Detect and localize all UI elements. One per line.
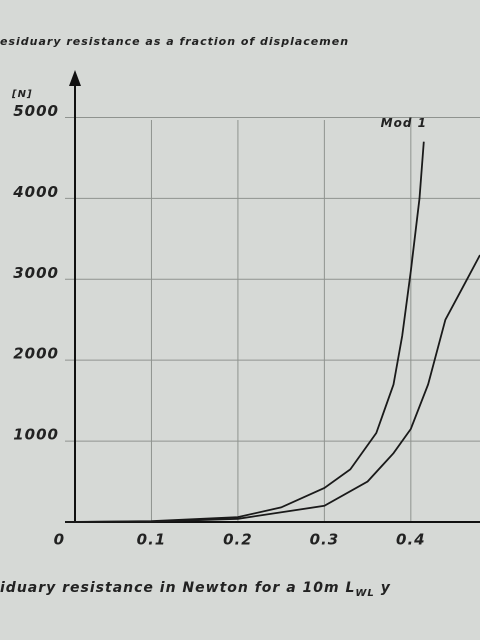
line-series bbox=[64, 254, 480, 523]
x-tick-label: 0.4 bbox=[396, 531, 426, 549]
y-tick-label: 5000 bbox=[13, 102, 59, 120]
y-tick-label: 1000 bbox=[13, 426, 59, 444]
y-unit: [N] bbox=[11, 89, 33, 100]
caption-tail: y bbox=[381, 580, 391, 596]
x-tick-label: 0.3 bbox=[310, 531, 340, 549]
y-tick-label: 2000 bbox=[13, 345, 59, 363]
series-label: Mod 1 bbox=[381, 116, 427, 130]
line-series bbox=[64, 141, 425, 523]
x-tick-label: 0.1 bbox=[137, 531, 167, 549]
caption-main: iduary resistance in Newton for a 10m L bbox=[0, 580, 355, 596]
x-tick-label: 0 bbox=[54, 531, 65, 549]
caption-sub: WL bbox=[355, 588, 374, 599]
chart-title: esiduary resistance as a fraction of dis… bbox=[0, 35, 349, 48]
y-axis-arrow bbox=[69, 70, 81, 86]
y-tick-label: 3000 bbox=[13, 264, 59, 282]
caption: iduary resistance in Newton for a 10m LW… bbox=[0, 580, 391, 599]
x-tick-label: 0.2 bbox=[223, 531, 253, 549]
y-tick-label: 4000 bbox=[12, 183, 59, 201]
